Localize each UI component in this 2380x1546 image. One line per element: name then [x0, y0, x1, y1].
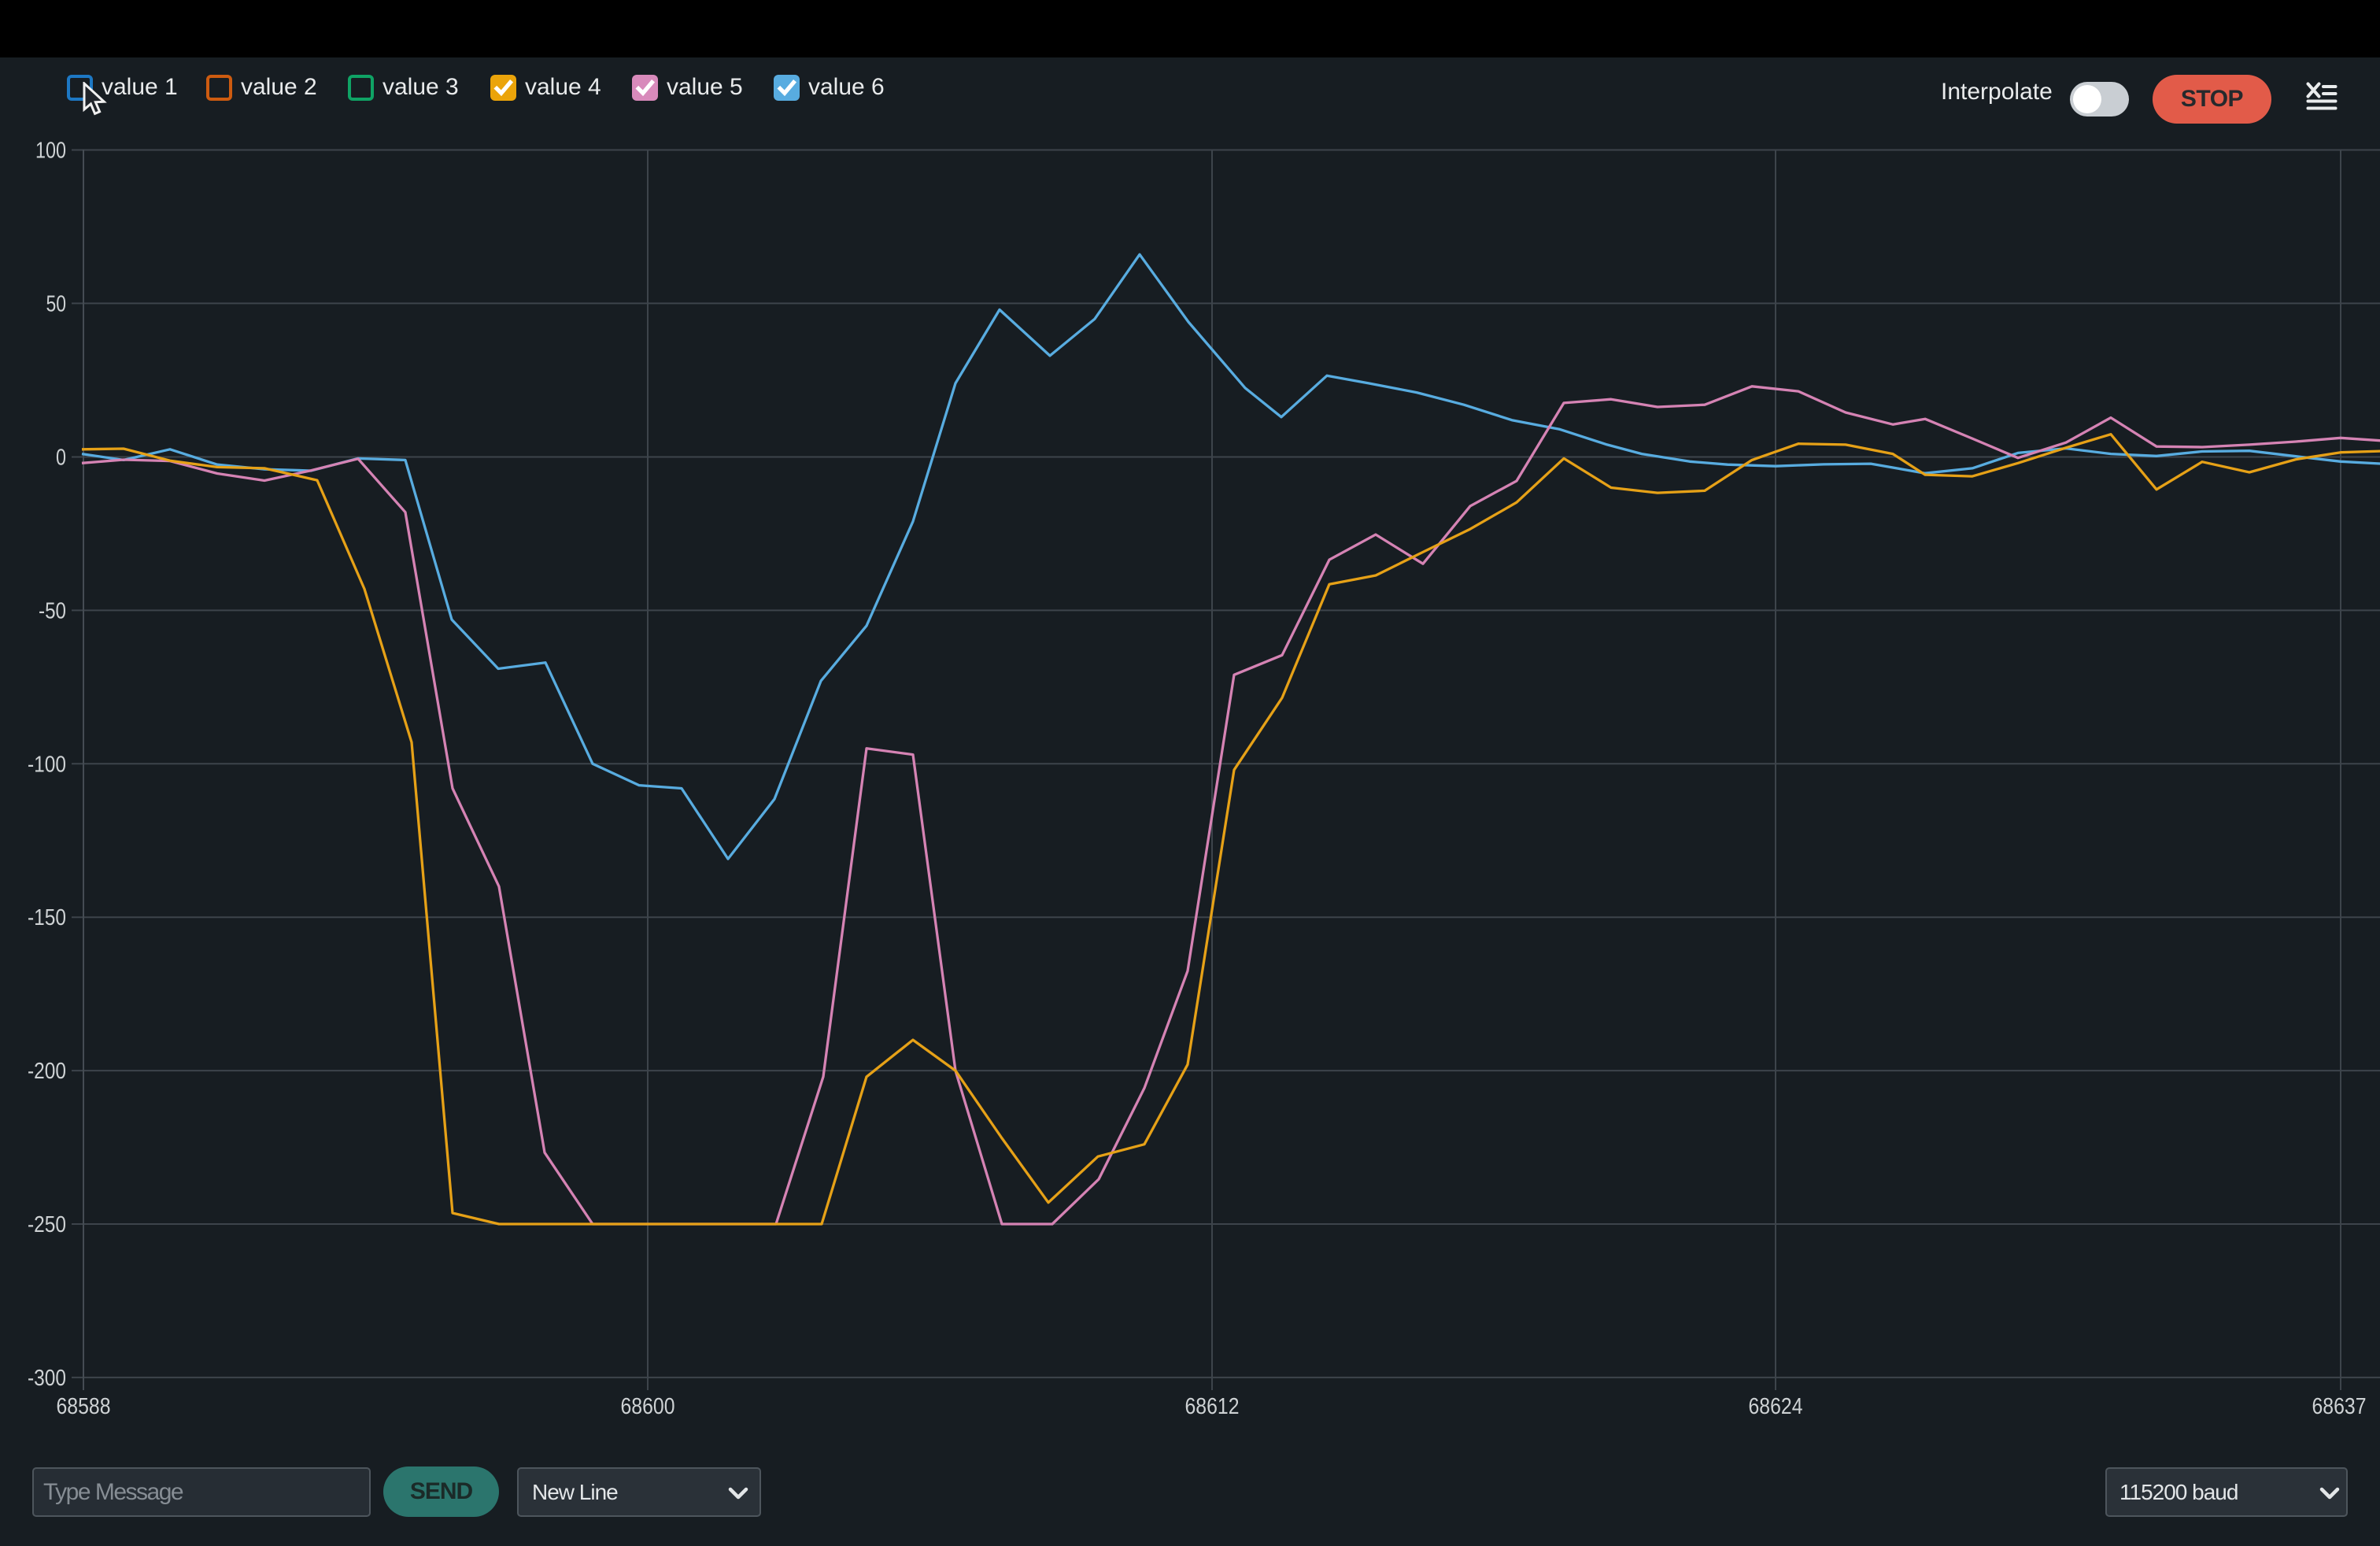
svg-text:68600: 68600	[621, 1394, 675, 1419]
svg-text:50: 50	[46, 291, 67, 316]
svg-text:-200: -200	[28, 1059, 66, 1084]
svg-text:100: 100	[35, 139, 66, 164]
svg-text:68588: 68588	[57, 1394, 111, 1419]
svg-text:68612: 68612	[1185, 1394, 1240, 1419]
svg-text:68637: 68637	[2312, 1394, 2367, 1419]
svg-text:-300: -300	[28, 1366, 66, 1391]
svg-text:-250: -250	[28, 1212, 66, 1237]
svg-text:-50: -50	[39, 598, 66, 623]
svg-text:0: 0	[56, 446, 66, 471]
svg-text:68624: 68624	[1749, 1394, 1803, 1419]
svg-text:-100: -100	[28, 752, 66, 777]
svg-text:-150: -150	[28, 905, 66, 930]
